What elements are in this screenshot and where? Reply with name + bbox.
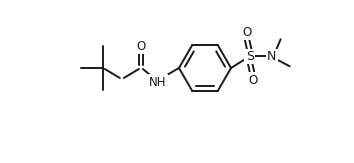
- Text: N: N: [267, 50, 276, 63]
- Text: O: O: [248, 74, 257, 87]
- Text: S: S: [246, 50, 254, 63]
- Text: O: O: [242, 26, 251, 39]
- Text: NH: NH: [149, 75, 167, 89]
- Text: O: O: [136, 40, 145, 53]
